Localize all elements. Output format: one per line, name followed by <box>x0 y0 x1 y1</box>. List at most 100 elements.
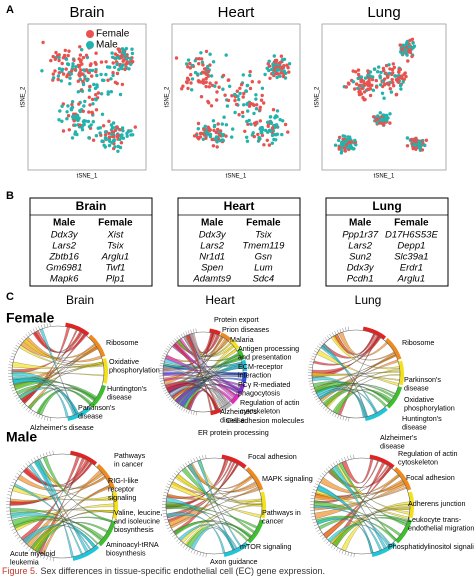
column-title: Heart <box>205 293 235 307</box>
gene-tick <box>176 471 179 474</box>
tsne-point <box>245 120 248 123</box>
pathway-label: interaction <box>238 370 271 379</box>
tsne-point <box>130 48 133 51</box>
tsne-point <box>242 73 245 76</box>
tsne-point <box>204 85 207 88</box>
tsne-point <box>221 88 224 91</box>
gene-tick <box>28 332 30 335</box>
tsne-point <box>129 63 132 66</box>
gene-tick <box>40 455 42 459</box>
gene-tick <box>324 539 327 542</box>
tsne-point <box>71 136 74 139</box>
tsne-point <box>67 50 70 53</box>
gene-tick <box>19 340 22 343</box>
tsne-point <box>200 57 203 60</box>
tsne-point <box>418 140 421 143</box>
tsne-point <box>190 88 193 91</box>
pathway-label: cancer <box>262 516 284 525</box>
tsne-point <box>375 85 378 88</box>
tsne-point <box>279 118 282 121</box>
tsne-point <box>391 71 394 74</box>
tsne-point <box>125 62 128 65</box>
tsne-point <box>81 128 84 131</box>
tsne-point <box>354 70 357 73</box>
tsne-point <box>110 51 113 54</box>
tsne-point <box>81 72 84 75</box>
gene-tick <box>347 456 348 460</box>
tsne-point <box>379 76 382 79</box>
tsne-point <box>91 102 94 105</box>
tsne-point <box>392 84 395 87</box>
tsne-point <box>273 54 276 57</box>
pathway-label: disease <box>220 415 245 424</box>
tsne-point <box>120 65 123 68</box>
gene-tick <box>43 453 44 457</box>
tsne-point <box>280 55 283 58</box>
tsne-point <box>261 128 264 131</box>
tsne-point <box>269 129 272 132</box>
gene-tick <box>170 532 173 534</box>
panel-label: B <box>6 190 14 202</box>
tsne-point <box>278 65 281 68</box>
tsne-point <box>60 79 63 82</box>
tsne-point <box>382 69 385 72</box>
tsne-point <box>391 81 394 84</box>
gene-tick <box>181 407 183 410</box>
tsne-point <box>383 77 386 80</box>
table-title: Lung <box>372 199 401 213</box>
tsne-point <box>88 96 91 99</box>
tsne-point <box>222 116 225 119</box>
tsne-point <box>203 71 206 74</box>
gene-tick <box>36 327 38 331</box>
tsne-point <box>249 123 252 126</box>
tsne-point <box>189 81 192 84</box>
tsne-point <box>207 75 210 78</box>
table-cell: Zbtb16 <box>48 252 79 263</box>
tsne-point <box>87 136 90 139</box>
tsne-point <box>116 150 119 153</box>
tsne-point <box>120 56 123 59</box>
table-cell: Twf1 <box>105 263 125 274</box>
gene-tick <box>322 473 325 476</box>
tsne-point <box>107 92 110 95</box>
gene-tick <box>172 476 175 478</box>
x-axis-label: tSNE_1 <box>374 174 395 180</box>
tsne-point <box>175 56 178 59</box>
tsne-point <box>208 85 211 88</box>
pathway-label: Protein export <box>214 315 259 324</box>
tsne-point <box>266 139 269 142</box>
table-cell: Nr1d1 <box>199 252 225 263</box>
tsne-point <box>251 80 254 83</box>
tsne-point <box>121 83 124 86</box>
gene-tick <box>22 403 25 406</box>
tsne-point <box>213 125 216 128</box>
tsne-point <box>343 135 346 138</box>
gene-tick <box>177 404 179 407</box>
gene-tick <box>37 456 39 460</box>
tsne-point <box>120 133 123 136</box>
tsne-point <box>79 59 82 62</box>
table-cell: Sdc4 <box>253 274 275 285</box>
tsne-point <box>372 115 375 118</box>
tsne-point <box>71 62 74 65</box>
gene-tick <box>161 383 165 384</box>
gene-tick <box>176 539 179 542</box>
tsne-point <box>65 67 68 70</box>
pathway-label: Ribosome <box>402 338 434 347</box>
tsne-point <box>373 67 376 70</box>
tsne-point <box>283 58 286 61</box>
gene-tick <box>332 332 334 335</box>
legend-label: Female <box>96 29 130 40</box>
table-cell: Gsn <box>255 252 272 263</box>
tsne-point <box>217 86 220 89</box>
tsne-point <box>288 62 291 65</box>
tsne-point <box>54 51 57 54</box>
tsne-point <box>70 103 73 106</box>
tsne-point <box>210 74 213 77</box>
tsne-point <box>186 77 189 80</box>
tsne-point <box>347 141 350 144</box>
legend-label: Male <box>96 40 118 51</box>
gene-tick <box>334 331 336 335</box>
tsne-point <box>227 78 230 81</box>
gene-tick <box>312 492 316 493</box>
